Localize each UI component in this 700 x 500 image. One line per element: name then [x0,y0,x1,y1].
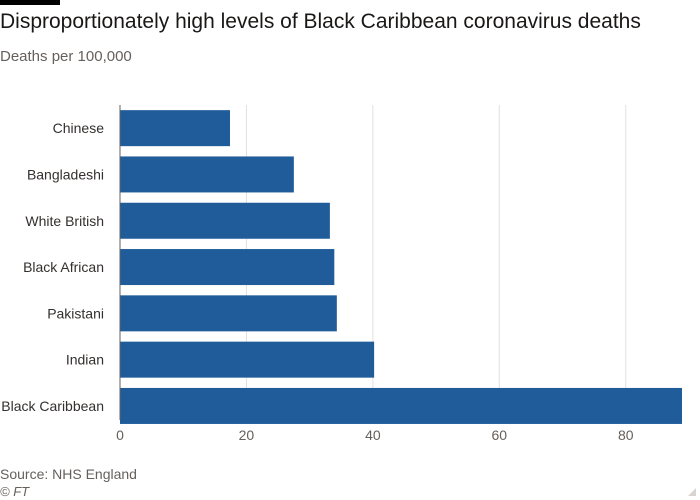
category-label-chinese: Chinese [53,120,105,136]
x-tick-label-80: 80 [618,427,634,443]
copyright-note: © FT [0,484,30,499]
x-tick-label-0: 0 [116,427,124,443]
bar-black-caribbean [120,387,682,424]
brand-bar [0,0,60,5]
resize-corner-icon [688,488,696,496]
chart-subtitle: Deaths per 100,000 [0,48,132,65]
bar-chinese [120,110,230,147]
chart-title: Disproportionately high levels of Black … [0,10,641,33]
bar-bangladeshi [120,156,294,193]
source-note: Source: NHS England [0,466,137,482]
bar-chart: Chinese Bangladeshi White British Black Afr… [1,105,682,443]
category-label-bangladeshi: Bangladeshi [27,166,104,182]
bar-pakistani [120,295,337,332]
category-label-pakistani: Pakistani [47,305,104,321]
category-label-black-african: Black African [23,259,104,275]
x-tick-label-40: 40 [365,427,381,443]
x-tick-label-20: 20 [239,427,255,443]
bar-white-british [120,202,330,239]
bar-indian [120,341,375,378]
category-label-indian: Indian [66,352,104,368]
category-label-white-british: White British [25,213,104,229]
x-tick-label-60: 60 [492,427,508,443]
category-label-black-caribbean: Black Caribbean [1,398,104,414]
bar-black-african [120,249,335,286]
